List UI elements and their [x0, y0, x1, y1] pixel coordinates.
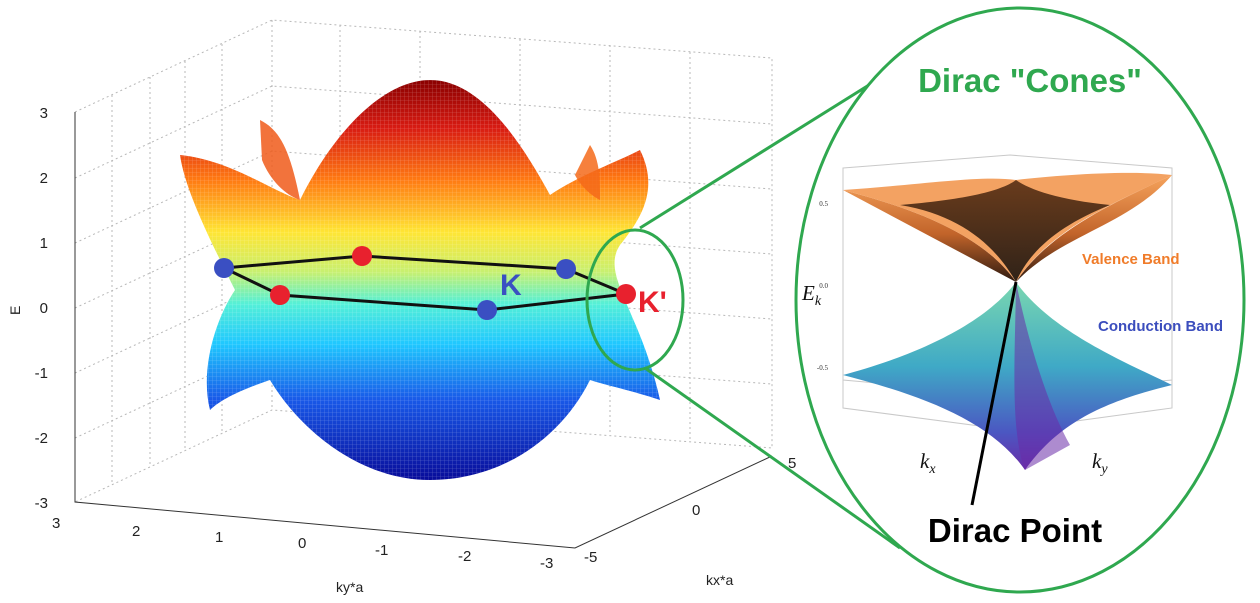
ky-axis-label: ky*a	[336, 579, 363, 595]
ky-tick: -3	[540, 555, 553, 572]
dirac-point-pointer	[970, 281, 1018, 506]
z-tick: 2	[40, 170, 48, 187]
band-surface	[180, 80, 660, 480]
k-label: K	[500, 269, 522, 302]
z-tick: 1	[40, 235, 48, 252]
inset-z-tick: 0.5	[819, 200, 828, 208]
dirac-point-label: Dirac Point	[928, 512, 1102, 549]
ky-tick: 1	[215, 529, 223, 546]
z-tick: -2	[35, 430, 48, 447]
main-plot: K K' 3 2 1 0 -1 -2 -3 E 3 2 1 0 -1 -2 -3…	[7, 19, 796, 595]
kx-tick: 0	[692, 502, 700, 519]
ky-ticks: 3 2 1 0 -1 -2 -3	[52, 515, 553, 572]
z-tick: 3	[40, 105, 48, 122]
inset-z-axis-label: Ek	[801, 281, 822, 309]
ky-tick: 2	[132, 523, 140, 540]
valence-band-surface	[843, 172, 1172, 282]
inset-z-tick: -0.5	[817, 364, 829, 372]
k-prime-label: K'	[638, 286, 667, 319]
inset-ky-axis-label: ky	[1092, 449, 1108, 477]
inset-z-tick: 0.0	[819, 282, 828, 290]
z-tick: -1	[35, 365, 48, 382]
z-tick: 0	[40, 300, 48, 317]
z-axis-label: E	[7, 306, 23, 315]
k-points	[214, 246, 636, 320]
inset-title: Dirac "Cones"	[918, 62, 1142, 99]
kx-axis-label: kx*a	[706, 572, 733, 588]
kx-ticks: 5 0 -5	[584, 455, 796, 566]
highlight-circle	[585, 228, 685, 372]
k-point	[214, 258, 234, 278]
z-tick: -3	[35, 495, 48, 512]
k-prime-point	[616, 284, 636, 304]
kx-tick: -5	[584, 549, 597, 566]
conduction-band-surface	[843, 282, 1172, 470]
k-point	[477, 300, 497, 320]
conduction-band-label: Conduction Band	[1098, 318, 1223, 335]
z-ticks: 3 2 1 0 -1 -2 -3	[35, 105, 48, 512]
k-prime-point	[270, 285, 290, 305]
kx-tick: 5	[788, 455, 796, 472]
inset-kx-axis-label: kx	[920, 449, 936, 477]
ky-tick: 3	[52, 515, 60, 532]
inset-zoom: 0.5 0.0 -0.5 Ek kx ky Dirac "Cones" Vale…	[794, 6, 1246, 594]
k-prime-point	[352, 246, 372, 266]
ky-tick: -1	[375, 542, 388, 559]
valence-band-label: Valence Band	[1082, 251, 1180, 268]
k-point	[556, 259, 576, 279]
ky-tick: -2	[458, 548, 471, 565]
ky-tick: 0	[298, 535, 306, 552]
